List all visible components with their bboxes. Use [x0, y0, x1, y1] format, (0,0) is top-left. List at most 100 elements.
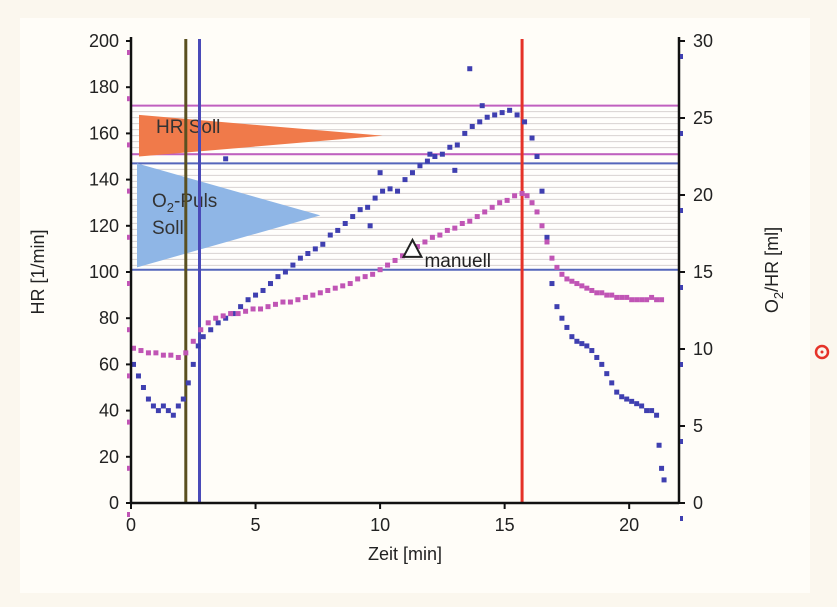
series-2-point	[594, 290, 600, 296]
series-2-point	[644, 297, 650, 303]
series-1-point	[624, 396, 630, 402]
series-2-point	[524, 193, 530, 199]
series-1-point	[395, 188, 401, 194]
series-2-point	[634, 297, 640, 303]
series-1-point	[644, 408, 650, 414]
series-2-point	[564, 276, 570, 282]
series-2-point	[265, 304, 271, 310]
series-1-point	[649, 408, 655, 414]
y-axis-right-label: O2/HR [ml]	[762, 227, 786, 313]
series-2-point	[213, 315, 219, 321]
y-left-minor-tick	[127, 327, 130, 333]
series-2-point	[340, 283, 346, 289]
axes: 0 20 40 60 80 100 120 140 160 180 200 0 5 10 15 20 25 30 0…	[89, 31, 713, 535]
series-2-point	[649, 294, 655, 300]
y-left-minor-tick	[127, 188, 130, 194]
vertical-markers	[184, 39, 524, 503]
series-2-point	[302, 294, 308, 300]
series-1-point	[160, 403, 166, 409]
series-2-point	[220, 313, 226, 319]
x-tick-label: 10	[370, 515, 390, 535]
series-1-point	[175, 403, 181, 409]
series-1-point	[432, 154, 438, 159]
series-2-point	[589, 287, 595, 293]
series-1-point	[427, 151, 433, 157]
series-2-point	[604, 292, 610, 298]
series-1-point	[387, 186, 393, 192]
series-1-point	[634, 401, 640, 407]
series-1-point	[367, 223, 373, 229]
series-2-point	[258, 306, 264, 312]
series-1-point	[584, 343, 590, 349]
series-1-point	[454, 142, 460, 148]
series-2-point	[198, 327, 204, 333]
series-1-point	[185, 380, 191, 386]
series-2-point	[287, 299, 293, 305]
series-1-point	[195, 343, 201, 349]
series-2-point	[639, 297, 645, 303]
series-1-point	[654, 412, 660, 418]
y-left-minor-tick	[127, 142, 130, 148]
y-left-minor-tick	[127, 419, 130, 425]
series-1-point	[604, 371, 610, 377]
series-1-point	[145, 396, 151, 402]
series-1-point	[614, 389, 620, 395]
series-1-point	[320, 241, 326, 247]
series-1-point	[479, 103, 485, 109]
series-1-point	[417, 163, 423, 169]
series-1-point	[484, 114, 490, 120]
series-1-point	[402, 177, 408, 183]
series-2-point	[614, 294, 620, 300]
series-2-point	[130, 345, 136, 351]
series-1-point	[180, 396, 186, 402]
x-axis-label: Zeit [min]	[368, 544, 442, 564]
series-2-point	[599, 290, 605, 296]
series-1-point	[462, 130, 468, 136]
data-points	[130, 66, 667, 483]
series-2-point	[559, 271, 565, 277]
y-right-tick-label: 20	[693, 185, 713, 205]
o2-puls-soll-triangle	[137, 163, 321, 268]
series-1-point	[253, 292, 259, 298]
series-1-point	[130, 361, 136, 367]
series-2-point	[332, 285, 338, 291]
y-left-tick-label: 40	[99, 401, 119, 421]
series-1-point	[424, 158, 430, 164]
series-2-point	[325, 287, 331, 293]
series-1-point	[208, 327, 214, 333]
series-1-point	[656, 442, 662, 448]
series-2-point	[235, 311, 241, 317]
series-2-point	[554, 264, 560, 270]
series-2-point	[385, 262, 391, 268]
y-right-minor-tick	[680, 208, 683, 213]
y-right-minor-tick	[680, 54, 683, 59]
series-2-point	[280, 299, 286, 305]
series-2-point	[429, 234, 435, 240]
labels: manuell Zeit [min] HR [1/min] O2/HR [ml]	[28, 227, 786, 564]
series-2-point	[400, 253, 406, 259]
series-1-point	[529, 135, 535, 141]
series-1-point	[477, 119, 483, 125]
series-1-point	[135, 373, 141, 379]
series-1-point	[312, 246, 318, 252]
series-1-point	[215, 320, 221, 326]
series-2-point	[205, 320, 211, 326]
y-right-minor-tick	[680, 516, 683, 521]
series-2-point	[422, 239, 428, 245]
series-2-point	[228, 311, 234, 317]
series-2-point	[444, 227, 450, 233]
series-2-point	[310, 292, 316, 298]
series-1-point	[447, 144, 453, 150]
series-2-point	[392, 257, 398, 263]
series-2-point	[145, 350, 151, 356]
y-right-tick-label: 5	[693, 416, 703, 436]
series-1-point	[569, 334, 575, 340]
series-2-point	[190, 338, 196, 344]
series-2-point	[654, 297, 660, 303]
y-left-minor-tick	[127, 373, 130, 379]
x-tick-label: 5	[251, 515, 261, 535]
series-2-point	[175, 354, 181, 360]
y-left-tick-label: 20	[99, 447, 119, 467]
series-1-point	[372, 195, 378, 201]
